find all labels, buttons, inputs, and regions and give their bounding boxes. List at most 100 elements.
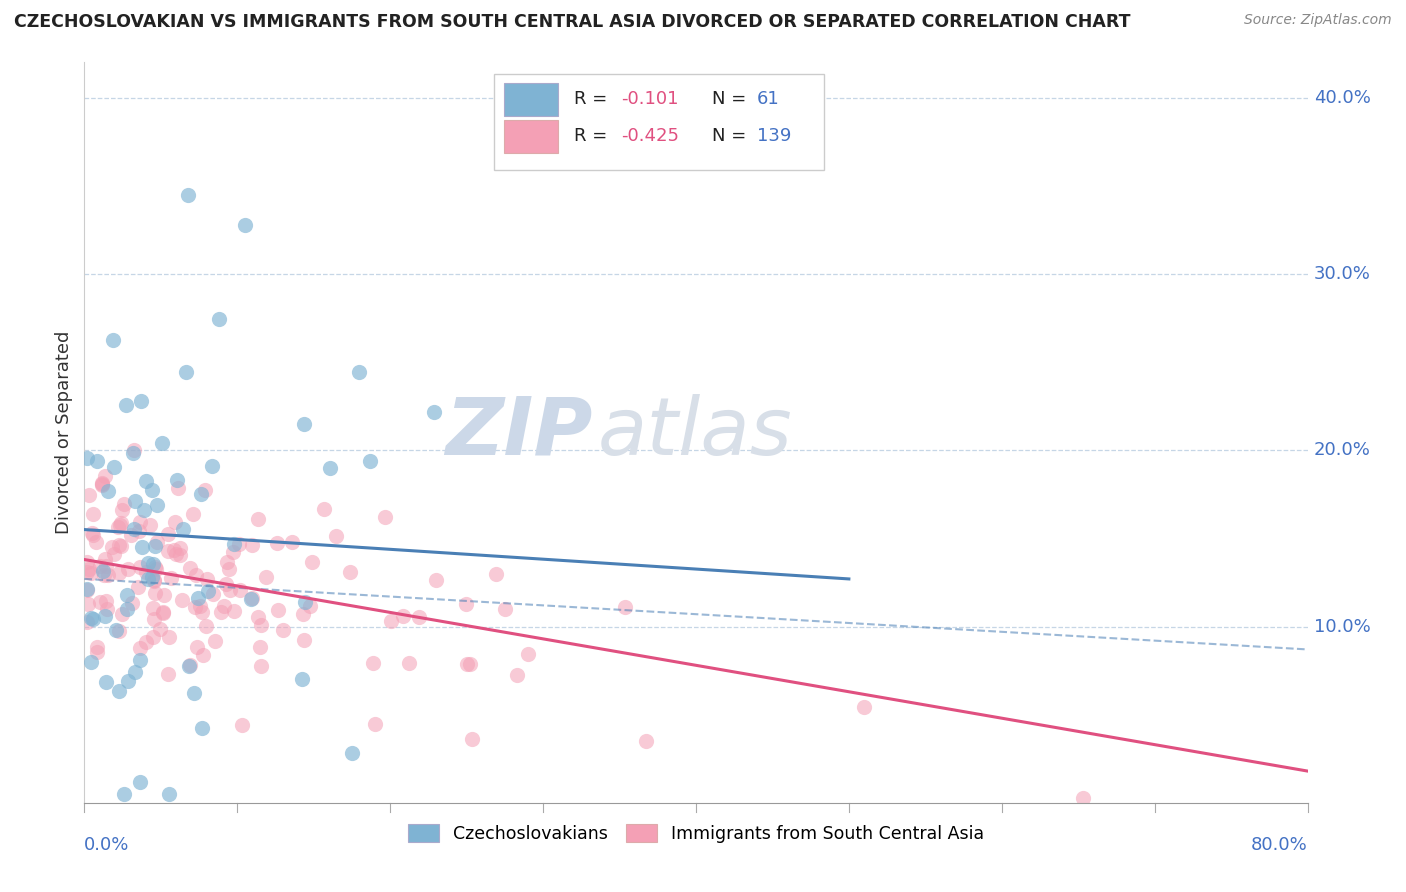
- Point: [194, 483, 217, 498]
- Point: [157, 630, 180, 644]
- Point: [634, 734, 657, 748]
- Point: [142, 574, 165, 588]
- Point: [152, 605, 174, 619]
- Point: [82, 528, 104, 542]
- Point: [94, 608, 117, 623]
- Point: [112, 497, 135, 511]
- Text: 0.0%: 0.0%: [84, 836, 129, 855]
- Point: [179, 561, 201, 575]
- Point: [423, 405, 446, 419]
- Point: [89, 559, 111, 574]
- Point: [80, 526, 103, 541]
- Point: [233, 218, 256, 232]
- Point: [80, 610, 103, 624]
- Point: [212, 599, 235, 613]
- Point: [115, 602, 138, 616]
- Point: [86, 454, 108, 468]
- Point: [128, 524, 150, 538]
- Point: [128, 559, 150, 574]
- Point: [202, 586, 225, 600]
- Point: [374, 509, 396, 524]
- Point: [117, 562, 139, 576]
- Point: [142, 574, 165, 588]
- Legend: Czechoslovakians, Immigrants from South Central Asia: Czechoslovakians, Immigrants from South …: [401, 817, 991, 850]
- Point: [76, 615, 98, 630]
- Point: [454, 598, 477, 612]
- Point: [456, 657, 478, 671]
- Text: 40.0%: 40.0%: [1313, 88, 1371, 107]
- Point: [156, 544, 179, 558]
- Point: [363, 717, 385, 731]
- Point: [301, 556, 323, 570]
- Point: [339, 566, 361, 580]
- Point: [190, 486, 212, 500]
- Point: [228, 537, 250, 551]
- Point: [150, 436, 173, 450]
- Point: [76, 582, 98, 596]
- Point: [292, 417, 315, 432]
- Point: [249, 617, 271, 632]
- Point: [86, 645, 108, 659]
- Point: [319, 461, 342, 475]
- Point: [392, 609, 415, 624]
- Point: [359, 454, 381, 468]
- Point: [128, 774, 150, 789]
- Point: [142, 612, 165, 626]
- Point: [141, 570, 163, 584]
- Point: [186, 640, 208, 654]
- Text: 80.0%: 80.0%: [1251, 836, 1308, 855]
- Point: [77, 561, 100, 575]
- Point: [82, 612, 104, 626]
- Point: [111, 607, 134, 621]
- Point: [122, 522, 145, 536]
- Point: [82, 508, 104, 522]
- Point: [77, 488, 100, 502]
- Point: [194, 619, 217, 633]
- Point: [163, 515, 186, 529]
- Point: [398, 656, 420, 670]
- Point: [425, 574, 447, 588]
- Point: [86, 640, 108, 655]
- Point: [281, 534, 304, 549]
- Point: [135, 634, 157, 648]
- Point: [122, 446, 145, 460]
- Point: [76, 565, 98, 579]
- Point: [129, 393, 152, 408]
- Text: Source: ZipAtlas.com: Source: ZipAtlas.com: [1244, 13, 1392, 28]
- Point: [146, 498, 169, 512]
- Point: [131, 540, 153, 554]
- Point: [240, 538, 263, 552]
- Point: [240, 591, 263, 606]
- Point: [143, 560, 166, 574]
- Point: [298, 599, 321, 614]
- Point: [117, 673, 139, 688]
- FancyBboxPatch shape: [503, 83, 558, 116]
- Point: [458, 657, 481, 672]
- Point: [97, 568, 120, 582]
- Point: [142, 630, 165, 644]
- Point: [183, 686, 205, 700]
- Point: [246, 512, 269, 526]
- Point: [94, 558, 117, 573]
- Point: [187, 591, 209, 605]
- Point: [516, 648, 538, 662]
- Point: [77, 597, 100, 611]
- Text: 61: 61: [758, 90, 780, 108]
- Point: [104, 623, 127, 637]
- Point: [160, 571, 183, 585]
- Point: [229, 582, 252, 597]
- FancyBboxPatch shape: [494, 73, 824, 169]
- Point: [149, 622, 172, 636]
- Point: [124, 665, 146, 680]
- Point: [135, 566, 157, 580]
- Point: [153, 588, 176, 602]
- Point: [141, 483, 163, 498]
- Point: [340, 747, 363, 761]
- Point: [614, 600, 637, 615]
- Point: [107, 520, 129, 534]
- Point: [218, 562, 240, 576]
- Point: [121, 596, 143, 610]
- Point: [217, 555, 239, 569]
- Text: CZECHOSLOVAKIAN VS IMMIGRANTS FROM SOUTH CENTRAL ASIA DIVORCED OR SEPARATED CORR: CZECHOSLOVAKIAN VS IMMIGRANTS FROM SOUTH…: [14, 13, 1130, 31]
- Point: [208, 311, 231, 326]
